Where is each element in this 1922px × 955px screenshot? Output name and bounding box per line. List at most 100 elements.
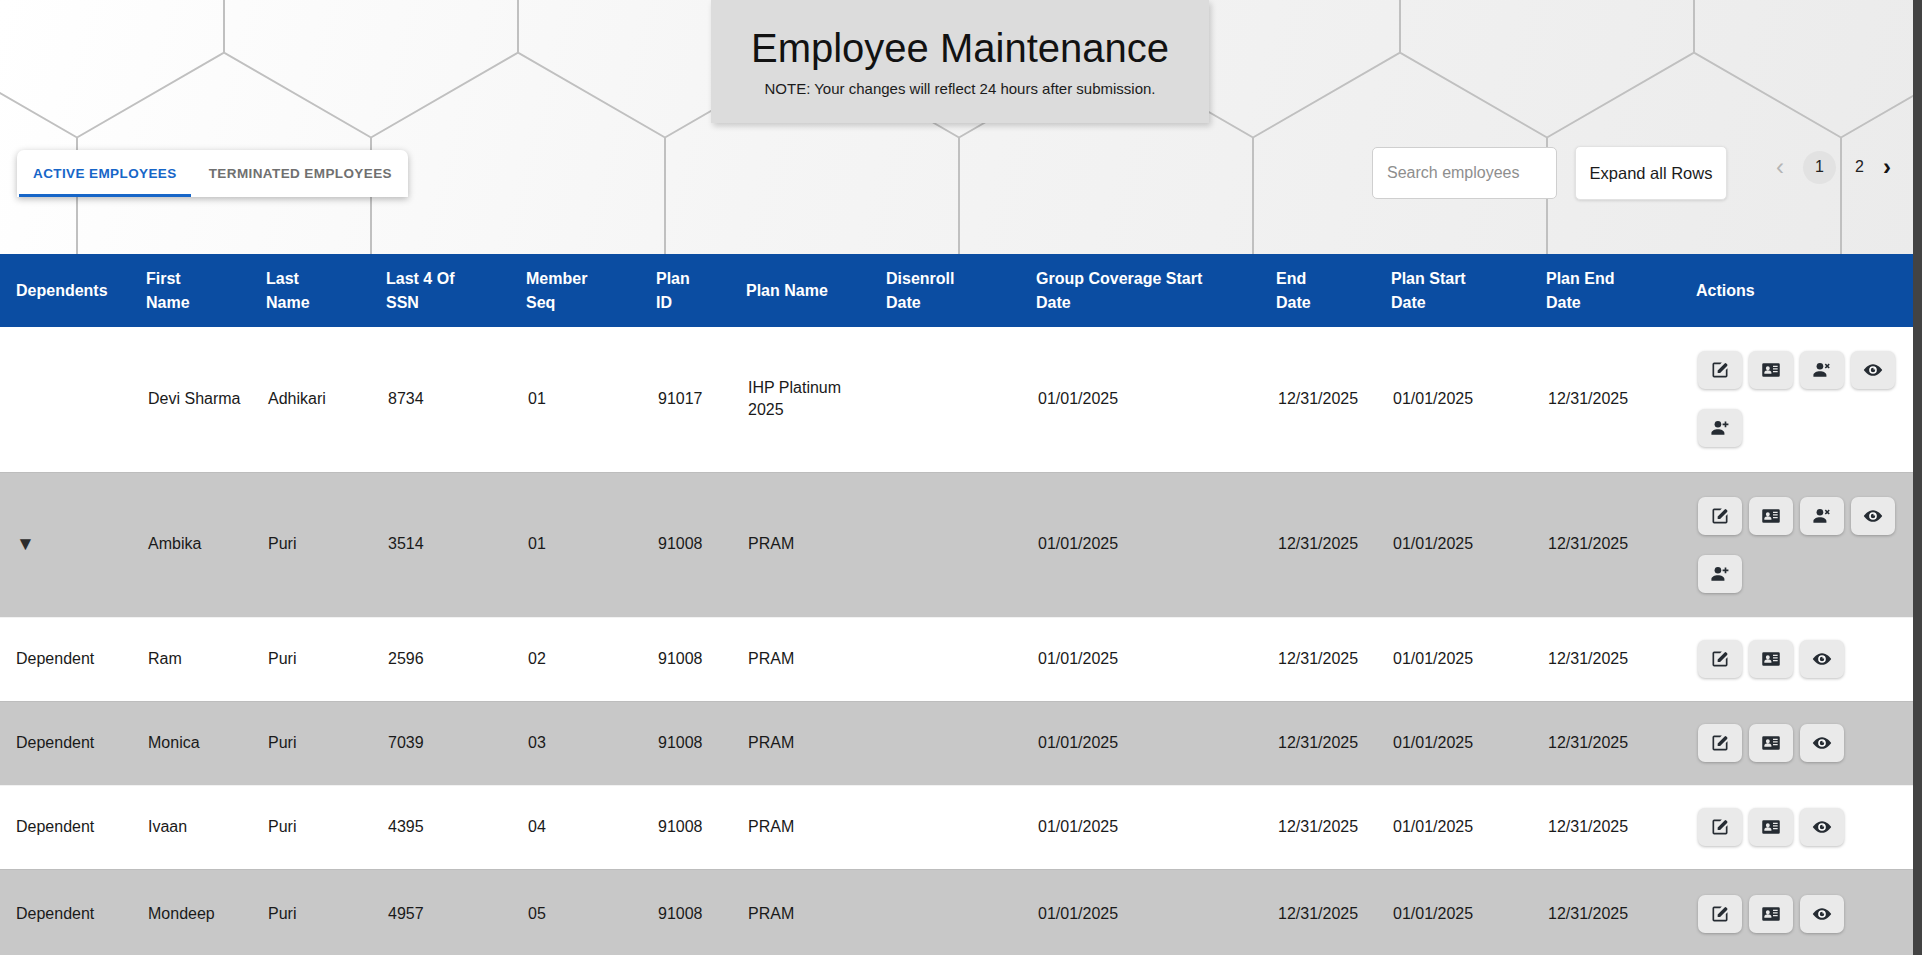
edit-button[interactable] xyxy=(1698,351,1742,389)
member-card-button[interactable] xyxy=(1749,497,1793,535)
eye-icon xyxy=(1812,817,1832,837)
cell-plan-id: 91008 xyxy=(650,617,740,701)
cell-plan-start-date: 01/01/2025 xyxy=(1385,472,1540,617)
member-card-button[interactable] xyxy=(1749,351,1793,389)
add-dependent-button[interactable] xyxy=(1698,555,1742,593)
col-header-last-name: Last Name xyxy=(260,254,380,327)
edit-button[interactable] xyxy=(1698,724,1742,762)
eye-icon xyxy=(1812,649,1832,669)
vertical-scrollbar-thumb[interactable] xyxy=(1913,0,1922,955)
collapse-dependents-icon[interactable]: ▼ xyxy=(16,533,35,554)
cell-member-seq: 01 xyxy=(520,327,650,472)
cell-plan-name: PRAM xyxy=(740,472,880,617)
member-card-button[interactable] xyxy=(1749,808,1793,846)
cell-end-date: 12/31/2025 xyxy=(1270,869,1385,955)
view-button[interactable] xyxy=(1800,895,1844,933)
employee-tabs: ACTIVE EMPLOYEES TERMINATED EMPLOYEES xyxy=(17,150,408,197)
cell-plan-name: PRAM xyxy=(740,785,880,869)
remove-dependent-button[interactable] xyxy=(1800,497,1844,535)
col-header-plan-start-date: Plan Start Date xyxy=(1385,254,1540,327)
edit-button[interactable] xyxy=(1698,497,1742,535)
cell-plan-name: IHP Platinum 2025 xyxy=(740,327,880,472)
table-row-dependent: Dependent Mondeep Puri 4957 05 91008 PRA… xyxy=(0,869,1922,955)
col-header-end-date: End Date xyxy=(1270,254,1385,327)
cell-plan-end-date: 12/31/2025 xyxy=(1540,869,1690,955)
cell-plan-end-date: 12/31/2025 xyxy=(1540,701,1690,785)
cell-plan-start-date: 01/01/2025 xyxy=(1385,617,1540,701)
member-card-button[interactable] xyxy=(1749,640,1793,678)
view-button[interactable] xyxy=(1800,640,1844,678)
page-background: Employee Maintenance NOTE: Your changes … xyxy=(0,0,1922,254)
cell-member-seq: 05 xyxy=(520,869,650,955)
cell-end-date: 12/31/2025 xyxy=(1270,472,1385,617)
cell-ssn: 8734 xyxy=(380,327,520,472)
pagination-prev-icon[interactable]: ‹ xyxy=(1776,155,1784,179)
edit-button[interactable] xyxy=(1698,895,1742,933)
cell-disenroll-date xyxy=(880,869,1030,955)
cell-dependent-label: Dependent xyxy=(0,701,140,785)
cell-disenroll-date xyxy=(880,472,1030,617)
cell-disenroll-date xyxy=(880,617,1030,701)
id-card-icon xyxy=(1761,904,1781,924)
cell-plan-id: 91008 xyxy=(650,472,740,617)
cell-ssn: 7039 xyxy=(380,701,520,785)
col-header-plan-id: Plan ID xyxy=(650,254,740,327)
col-header-plan-name: Plan Name xyxy=(740,254,880,327)
cell-first-name: Devi Sharma xyxy=(140,327,260,472)
table-row-dependent: Dependent Ivaan Puri 4395 04 91008 PRAM … xyxy=(0,785,1922,869)
table-row-employee-expanded: ▼ Ambika Puri 3514 01 91008 PRAM 01/01/2… xyxy=(0,472,1922,617)
cell-ssn: 4395 xyxy=(380,785,520,869)
cell-plan-end-date: 12/31/2025 xyxy=(1540,472,1690,617)
person-remove-icon xyxy=(1812,360,1832,380)
expand-all-rows-button[interactable]: Expand all Rows xyxy=(1575,146,1727,200)
cell-plan-end-date: 12/31/2025 xyxy=(1540,617,1690,701)
cell-plan-name: PRAM xyxy=(740,617,880,701)
eye-icon xyxy=(1812,904,1832,924)
cell-plan-start-date: 01/01/2025 xyxy=(1385,869,1540,955)
member-card-button[interactable] xyxy=(1749,724,1793,762)
pagination-page-2[interactable]: 2 xyxy=(1855,158,1864,176)
cell-member-seq: 02 xyxy=(520,617,650,701)
cell-end-date: 12/31/2025 xyxy=(1270,785,1385,869)
id-card-icon xyxy=(1761,817,1781,837)
member-card-button[interactable] xyxy=(1749,895,1793,933)
edit-button[interactable] xyxy=(1698,640,1742,678)
tab-active-employees[interactable]: ACTIVE EMPLOYEES xyxy=(17,150,193,197)
cell-group-coverage-start-date: 01/01/2025 xyxy=(1030,472,1270,617)
view-button[interactable] xyxy=(1851,497,1895,535)
col-header-group-coverage-start-date: Group Coverage Start Date xyxy=(1030,254,1270,327)
cell-first-name: Monica xyxy=(140,701,260,785)
col-header-plan-end-date: Plan End Date xyxy=(1540,254,1690,327)
cell-end-date: 12/31/2025 xyxy=(1270,701,1385,785)
pagination-page-1[interactable]: 1 xyxy=(1803,151,1836,184)
pagination-next-icon[interactable]: › xyxy=(1883,155,1891,179)
remove-dependent-button[interactable] xyxy=(1800,351,1844,389)
cell-first-name: Ivaan xyxy=(140,785,260,869)
view-button[interactable] xyxy=(1800,724,1844,762)
id-card-icon xyxy=(1761,360,1781,380)
cell-member-seq: 01 xyxy=(520,472,650,617)
page-note: NOTE: Your changes will reflect 24 hours… xyxy=(764,80,1155,97)
cell-ssn: 4957 xyxy=(380,869,520,955)
edit-icon xyxy=(1710,360,1730,380)
cell-dependent-label: Dependent xyxy=(0,617,140,701)
view-button[interactable] xyxy=(1800,808,1844,846)
cell-group-coverage-start-date: 01/01/2025 xyxy=(1030,617,1270,701)
page-header-card: Employee Maintenance NOTE: Your changes … xyxy=(711,0,1209,123)
cell-first-name: Ram xyxy=(140,617,260,701)
cell-ssn: 3514 xyxy=(380,472,520,617)
table-row-dependent: Dependent Monica Puri 7039 03 91008 PRAM… xyxy=(0,701,1922,785)
edit-button[interactable] xyxy=(1698,808,1742,846)
col-header-disenroll-date: Disenroll Date xyxy=(880,254,1030,327)
cell-group-coverage-start-date: 01/01/2025 xyxy=(1030,785,1270,869)
search-input[interactable] xyxy=(1372,147,1557,199)
cell-last-name: Puri xyxy=(260,785,380,869)
tab-terminated-employees[interactable]: TERMINATED EMPLOYEES xyxy=(193,150,408,197)
view-button[interactable] xyxy=(1851,351,1895,389)
edit-icon xyxy=(1710,649,1730,669)
cell-plan-id: 91008 xyxy=(650,701,740,785)
vertical-scrollbar-track[interactable] xyxy=(1913,0,1922,955)
add-dependent-button[interactable] xyxy=(1698,409,1742,447)
id-card-icon xyxy=(1761,506,1781,526)
employees-table: Dependents First Name Last Name Last 4 O… xyxy=(0,254,1922,955)
